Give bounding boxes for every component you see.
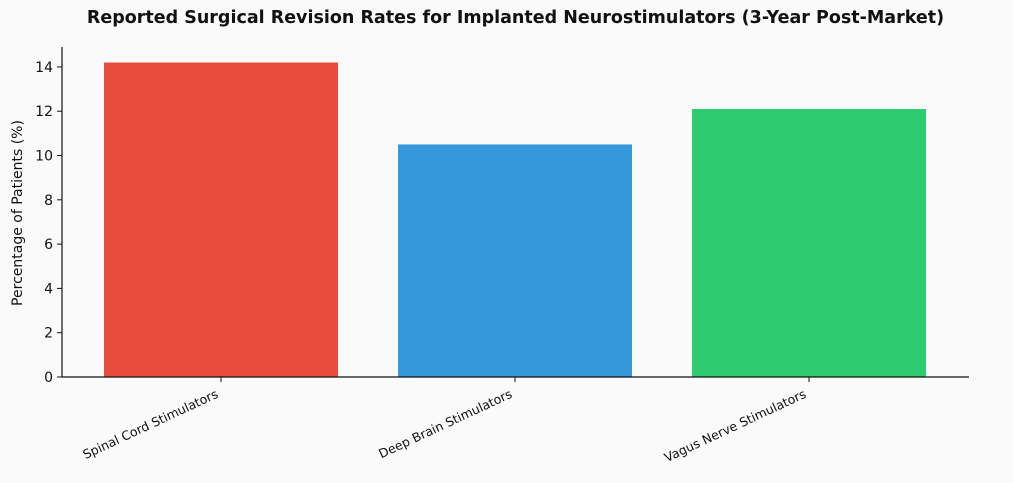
y-tick-label: 6	[44, 237, 53, 253]
y-tick-label: 14	[35, 60, 53, 76]
y-axis-label: Percentage of Patients (%)	[10, 120, 26, 306]
y-tick-label: 10	[35, 149, 53, 165]
y-tick-label: 12	[35, 104, 53, 120]
y-tick-label: 2	[44, 326, 53, 342]
chart-title: Reported Surgical Revision Rates for Imp…	[86, 8, 945, 28]
x-tick-label: Deep Brain Stimulators	[376, 386, 514, 461]
y-tick-label: 8	[44, 193, 53, 209]
bar-2	[398, 144, 632, 377]
y-tick-label: 4	[44, 281, 53, 297]
y-tick-label: 0	[44, 370, 53, 386]
bar-3	[692, 109, 926, 377]
x-tick-label: Spinal Cord Stimulators	[80, 386, 220, 462]
x-tick-label: Vagus Nerve Stimulators	[662, 386, 808, 465]
bar-1	[104, 62, 338, 377]
